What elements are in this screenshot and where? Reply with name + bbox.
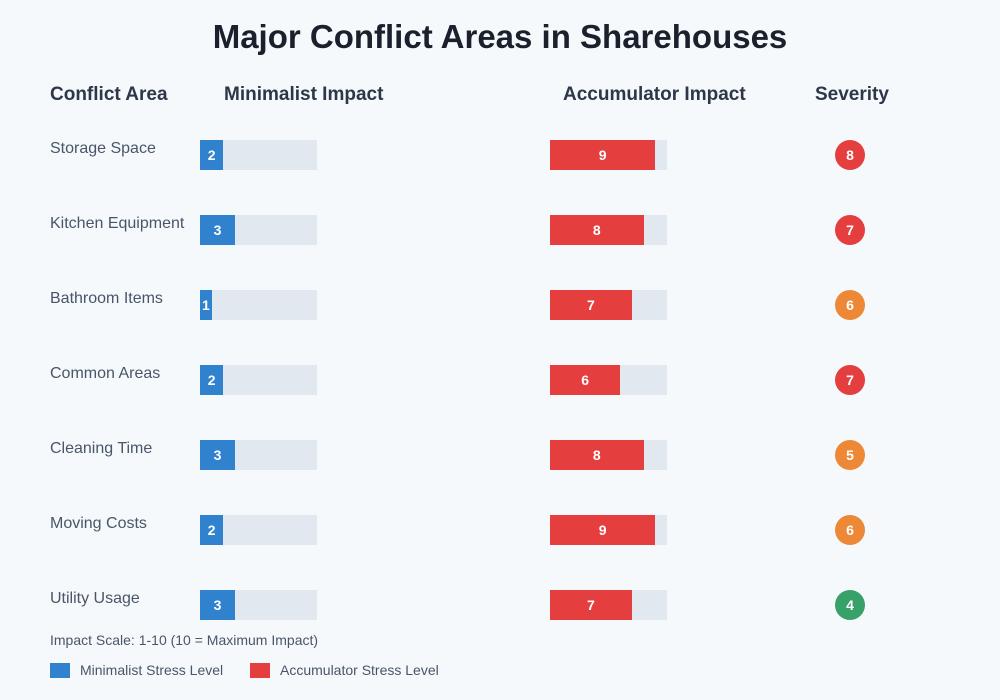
accumulator-bar: 8: [550, 440, 644, 470]
footnote: Impact Scale: 1-10 (10 = Maximum Impact): [50, 632, 319, 648]
header-accumulator-impact: Accumulator Impact: [563, 84, 746, 105]
severity-badge: 7: [835, 365, 865, 395]
minimalist-bar: 2: [200, 140, 224, 170]
accumulator-track: 8: [550, 440, 667, 470]
accumulator-track: 7: [550, 590, 667, 620]
accumulator-track: 8: [550, 215, 667, 245]
severity-badge: 6: [835, 290, 865, 320]
legend-label-minimalist: Minimalist Stress Level: [80, 662, 224, 678]
row-label: Common Areas: [50, 365, 161, 382]
minimalist-track: 2: [200, 140, 317, 170]
minimalist-track: 1: [200, 290, 317, 320]
minimalist-track: 3: [200, 590, 317, 620]
accumulator-track: 7: [550, 290, 667, 320]
severity-badge: 8: [835, 140, 865, 170]
row-label: Bathroom Items: [50, 290, 163, 307]
minimalist-track: 3: [200, 440, 317, 470]
minimalist-track: 3: [200, 215, 317, 245]
minimalist-bar: 3: [200, 590, 236, 620]
minimalist-track: 2: [200, 515, 317, 545]
accumulator-bar: 9: [550, 515, 656, 545]
legend-swatch-accumulator: [250, 663, 270, 678]
accumulator-bar: 9: [550, 140, 656, 170]
severity-badge: 7: [835, 215, 865, 245]
severity-badge: 4: [835, 590, 865, 620]
accumulator-track: 9: [550, 140, 667, 170]
header-minimalist-impact: Minimalist Impact: [224, 84, 384, 105]
minimalist-track: 2: [200, 365, 317, 395]
accumulator-bar: 8: [550, 215, 644, 245]
minimalist-bar: 1: [200, 290, 212, 320]
accumulator-bar: 7: [550, 590, 632, 620]
severity-badge: 5: [835, 440, 865, 470]
row-label: Kitchen Equipment: [50, 215, 185, 232]
accumulator-bar: 7: [550, 290, 632, 320]
minimalist-bar: 2: [200, 515, 224, 545]
accumulator-bar: 6: [550, 365, 621, 395]
accumulator-track: 9: [550, 515, 667, 545]
row-label: Moving Costs: [50, 515, 147, 532]
header-conflict-area: Conflict Area: [50, 84, 168, 105]
header-severity: Severity: [815, 84, 889, 105]
severity-badge: 6: [835, 515, 865, 545]
row-label: Storage Space: [50, 140, 156, 157]
accumulator-track: 6: [550, 365, 667, 395]
row-label: Cleaning Time: [50, 440, 153, 457]
minimalist-bar: 3: [200, 215, 236, 245]
minimalist-bar: 3: [200, 440, 236, 470]
minimalist-bar: 2: [200, 365, 224, 395]
row-label: Utility Usage: [50, 590, 140, 607]
legend-swatch-minimalist: [50, 663, 70, 678]
chart-title: Major Conflict Areas in Sharehouses: [212, 18, 788, 55]
legend-label-accumulator: Accumulator Stress Level: [280, 662, 439, 678]
